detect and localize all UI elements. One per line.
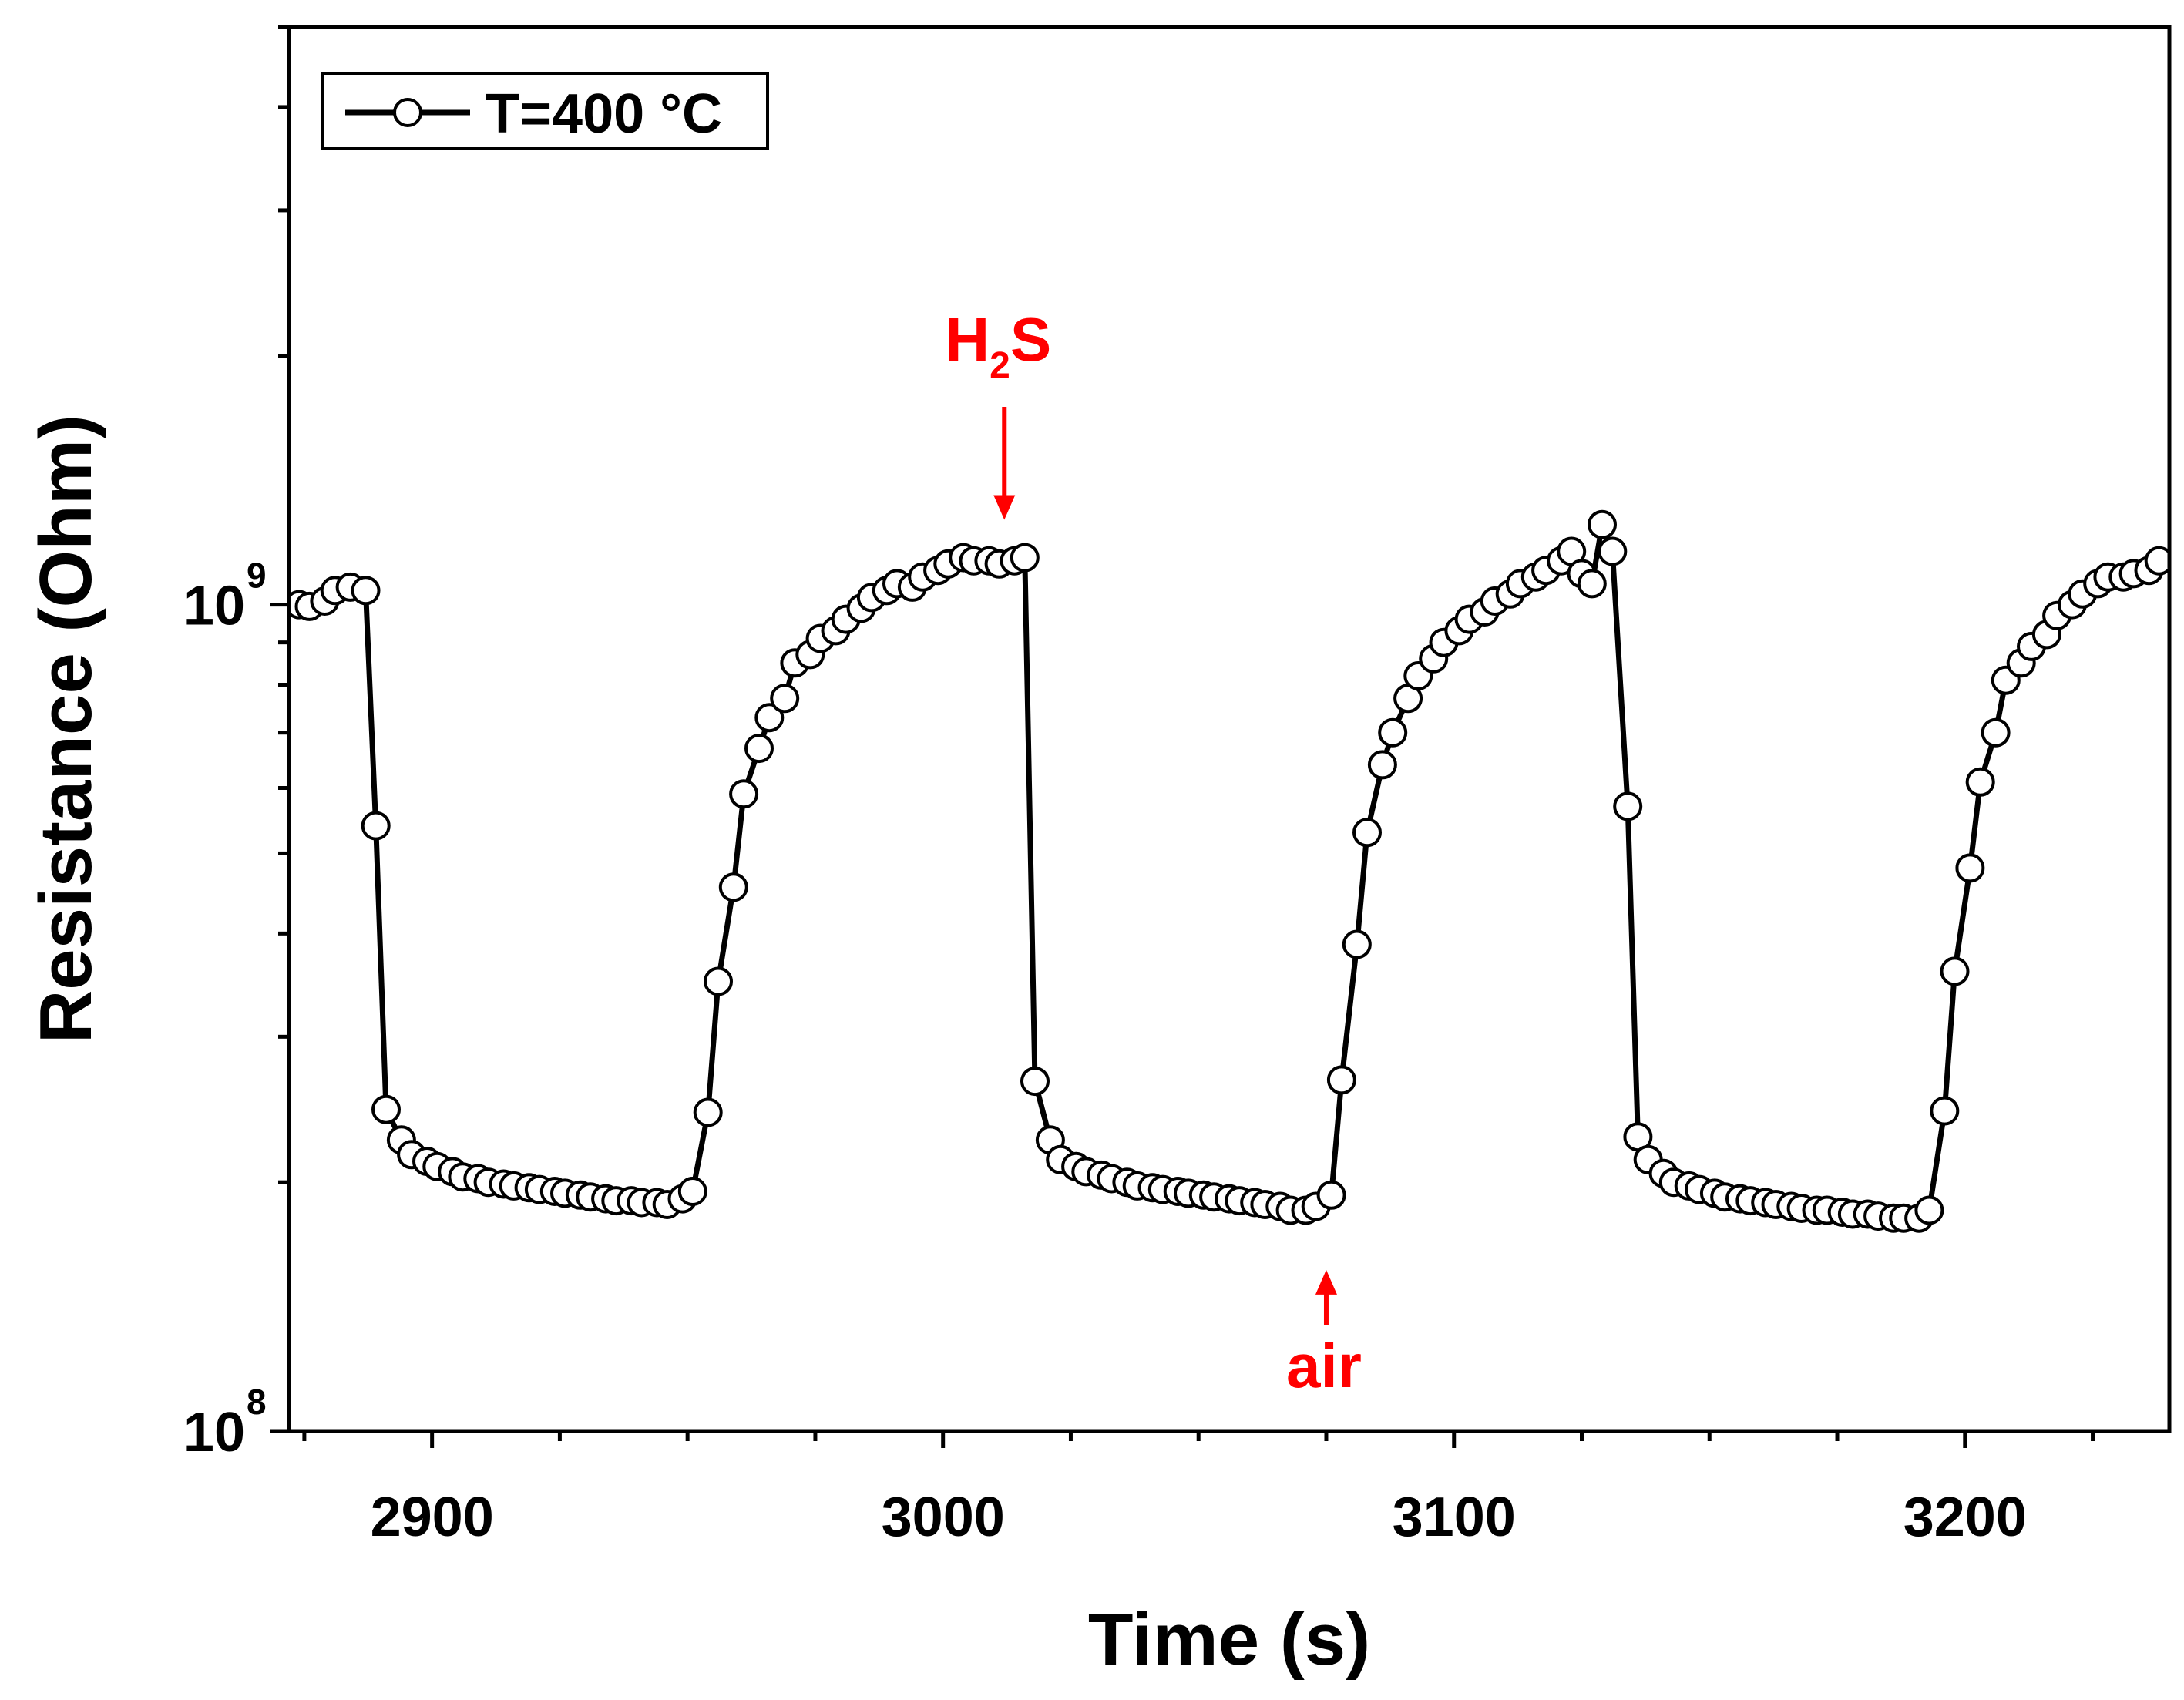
data-point-31 bbox=[677, 1177, 707, 1206]
data-point-85 bbox=[1367, 750, 1397, 780]
data-point-134 bbox=[1981, 717, 2011, 748]
data-point-35 bbox=[729, 779, 759, 809]
data-point-129 bbox=[1914, 1195, 1944, 1225]
air-label: air bbox=[1286, 1332, 1362, 1400]
data-point-6 bbox=[361, 811, 391, 841]
data-point-37 bbox=[754, 703, 785, 733]
data-point-130 bbox=[1930, 1096, 1960, 1126]
y-axis-label: Resistance (Ohm) bbox=[25, 415, 107, 1043]
data-point-132 bbox=[1955, 853, 1985, 883]
x-tick-label-2900: 2900 bbox=[371, 1487, 494, 1548]
x-tick-label-3000: 3000 bbox=[882, 1487, 1005, 1548]
h2s-label: H2S bbox=[945, 305, 1051, 386]
y-tick-label-exp-9: 9 bbox=[247, 556, 267, 596]
data-point-84 bbox=[1352, 818, 1382, 848]
data-point-57 bbox=[1010, 543, 1040, 573]
data-point-58 bbox=[1020, 1067, 1050, 1097]
legend-label: T=400 °C bbox=[486, 83, 722, 145]
annotations-layer: H2S air bbox=[945, 305, 1362, 1400]
x-axis-label: Time (s) bbox=[1088, 1598, 1370, 1681]
x-tick-label-3100: 3100 bbox=[1393, 1487, 1516, 1548]
legend-marker-sample bbox=[393, 98, 422, 127]
data-point-133 bbox=[1965, 767, 1995, 797]
y-tick-label-base-8: 10 bbox=[183, 1402, 245, 1463]
x-tick-label-3200: 3200 bbox=[1903, 1487, 2027, 1548]
data-point-131 bbox=[1940, 956, 1970, 986]
h2s-arrow-head bbox=[993, 495, 1016, 520]
data-point-36 bbox=[744, 734, 774, 764]
plot-frame bbox=[287, 25, 2172, 1433]
air-arrow-head bbox=[1315, 1269, 1337, 1295]
data-point-7 bbox=[371, 1094, 401, 1124]
data-point-105 bbox=[1613, 791, 1643, 821]
legend: T=400 °C bbox=[321, 72, 769, 150]
data-point-32 bbox=[693, 1097, 723, 1127]
data-point-5 bbox=[351, 576, 381, 606]
y-tick-label-base-9: 10 bbox=[183, 576, 245, 637]
data-point-81 bbox=[1316, 1180, 1346, 1210]
x-axis: 2900 3000 3100 3200 bbox=[302, 1431, 2095, 1548]
data-point-38 bbox=[770, 684, 800, 714]
data-point-104 bbox=[1598, 536, 1628, 566]
data-point-103 bbox=[1588, 509, 1617, 539]
data-point-33 bbox=[704, 966, 733, 996]
data-point-147 bbox=[2144, 546, 2169, 576]
series-layer bbox=[289, 509, 2169, 1233]
data-point-83 bbox=[1342, 929, 1372, 959]
data-point-102 bbox=[1577, 569, 1607, 599]
data-point-34 bbox=[718, 872, 748, 902]
markers-layer bbox=[289, 509, 2169, 1233]
data-point-86 bbox=[1378, 717, 1408, 748]
data-point-82 bbox=[1326, 1065, 1356, 1095]
y-tick-label-exp-8: 8 bbox=[247, 1382, 267, 1422]
